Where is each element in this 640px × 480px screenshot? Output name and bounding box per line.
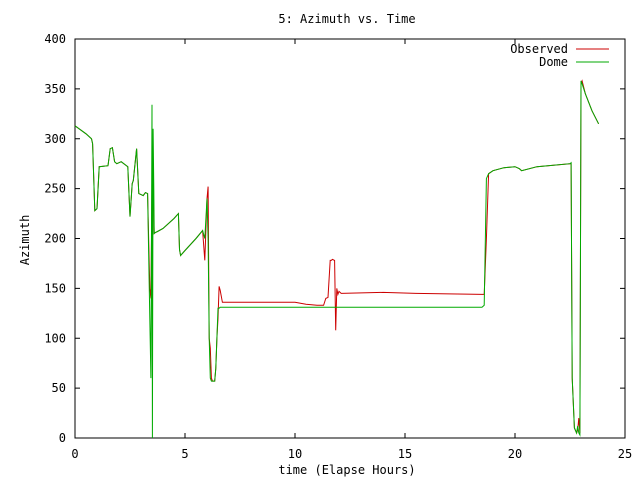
x-tick-label: 0 — [71, 447, 78, 461]
y-axis: 0 50 100 150 200 250 300 350 400 — [44, 32, 625, 445]
x-axis: 0 5 10 15 20 25 — [71, 39, 632, 461]
plot-frame — [74, 38, 626, 439]
x-tick-label: 10 — [288, 447, 302, 461]
y-axis-label: Azimuth — [18, 215, 32, 266]
y-tick-label: 0 — [59, 431, 66, 445]
series-line-dome — [74, 80, 600, 439]
series-layer — [74, 79, 600, 439]
y-tick-label: 100 — [44, 331, 66, 345]
y-tick-label: 400 — [44, 32, 66, 46]
y-tick-label: 350 — [44, 82, 66, 96]
legend-label-observed: Observed — [510, 42, 568, 56]
y-tick-label: 200 — [44, 232, 66, 246]
x-tick-label: 5 — [181, 447, 188, 461]
x-tick-label: 20 — [508, 447, 522, 461]
y-tick-label: 250 — [44, 182, 66, 196]
y-tick-label: 300 — [44, 132, 66, 146]
chart-title: 5: Azimuth vs. Time — [278, 12, 415, 26]
x-axis-label: time (Elapse Hours) — [278, 463, 415, 477]
y-tick-label: 50 — [52, 381, 66, 395]
y-tick-label: 150 — [44, 281, 66, 295]
x-tick-label: 25 — [618, 447, 632, 461]
x-tick-label: 15 — [398, 447, 412, 461]
legend-label-dome: Dome — [539, 55, 568, 69]
